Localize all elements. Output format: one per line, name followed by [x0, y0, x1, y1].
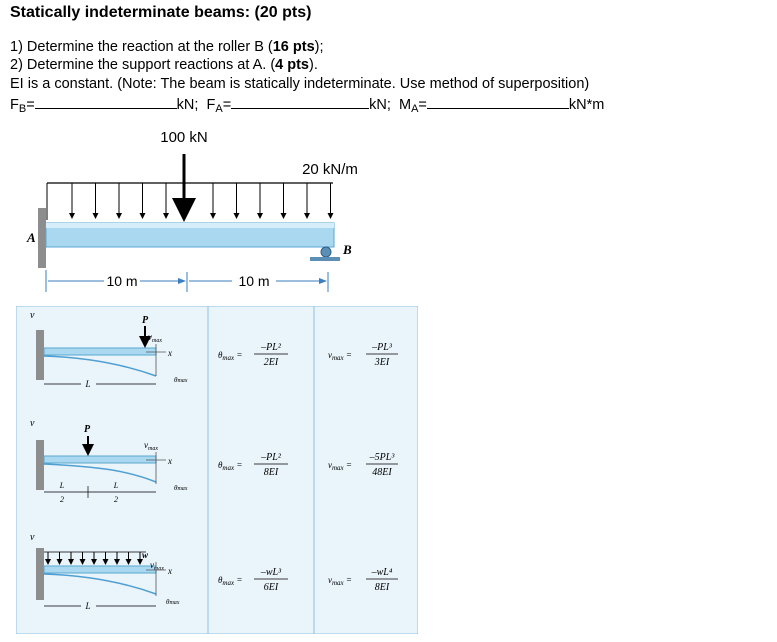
- ma-label: MA=: [398, 97, 427, 115]
- table-row: v P vmax x θmax L 2 L 2 θmax = –PL² 8EI …: [30, 418, 398, 504]
- svg-text:8EI: 8EI: [375, 582, 390, 593]
- fa-unit: kN;: [369, 97, 391, 113]
- svg-text:6EI: 6EI: [264, 582, 279, 593]
- table-row: v P vmax x θmax L θmax = –PL² 2EI vmax =…: [30, 310, 398, 389]
- svg-text:vmax: vmax: [144, 440, 158, 452]
- row1-beam: [43, 347, 157, 356]
- roller-b: [320, 246, 332, 258]
- fixed-wall: [38, 208, 46, 268]
- row3-deflected-shape: [43, 573, 157, 595]
- support-b-label: B: [342, 242, 352, 257]
- svg-text:θmax: θmax: [174, 376, 188, 384]
- svg-text:–5PL³: –5PL³: [369, 452, 396, 463]
- svg-text:θmax =: θmax =: [218, 575, 242, 587]
- svg-text:vmax =: vmax =: [328, 460, 352, 472]
- svg-text:P: P: [142, 315, 149, 326]
- svg-text:θmax =: θmax =: [218, 460, 242, 472]
- svg-text:vmax: vmax: [148, 332, 162, 344]
- dist-load-label: 20 kN/m: [302, 161, 358, 178]
- table-row: v w vmax x θmax L θmax = –wL³ 6EI vmax =…: [30, 532, 398, 611]
- ma-unit: kN*m: [568, 97, 605, 113]
- row1-deflected-shape: [43, 355, 157, 377]
- svg-text:v: v: [30, 532, 35, 543]
- span-2-label: 10 m: [238, 273, 269, 289]
- span-1-label: 10 m: [106, 273, 137, 289]
- fb-blank[interactable]: [34, 94, 177, 109]
- row3-wall: [36, 548, 44, 600]
- support-a-label: A: [26, 230, 36, 245]
- point-load-label: 100 kN: [160, 129, 208, 146]
- row2-wall: [36, 440, 44, 490]
- svg-text:w: w: [142, 550, 149, 560]
- dist-load-arrows: [46, 183, 334, 220]
- svg-text:L: L: [59, 481, 65, 490]
- question-1: 1) Determine the reaction at the roller …: [10, 39, 324, 55]
- row1-wall: [36, 330, 44, 380]
- svg-text:v: v: [30, 310, 35, 321]
- row2-beam: [43, 455, 157, 464]
- svg-text:θmax =: θmax =: [218, 350, 242, 362]
- svg-text:L: L: [84, 379, 90, 389]
- svg-text:–wL⁴: –wL⁴: [371, 567, 393, 578]
- svg-text:2: 2: [60, 495, 64, 504]
- svg-text:8EI: 8EI: [264, 467, 279, 478]
- question-2: 2) Determine the support reactions at A.…: [10, 57, 318, 73]
- note-line: EI is a constant. (Note: The beam is sta…: [10, 76, 590, 92]
- row3-beam: [43, 565, 157, 574]
- svg-text:2: 2: [114, 495, 118, 504]
- answer-line: FB= kN; FA= kN; MA= kN*m: [10, 94, 604, 118]
- svg-text:3EI: 3EI: [374, 357, 390, 368]
- fb-unit: kN;: [176, 97, 199, 113]
- problem-title: Statically indeterminate beams: (20 pts): [10, 4, 312, 21]
- svg-text:–wL³: –wL³: [260, 567, 282, 578]
- svg-text:x: x: [167, 456, 172, 466]
- row3-udl-arrows: [45, 552, 143, 565]
- ma-blank[interactable]: [426, 94, 569, 109]
- svg-text:vmax =: vmax =: [328, 350, 352, 362]
- beam-figure: 100 kN 20 kN/m A B 10 m 10 m: [26, 129, 358, 292]
- svg-text:v: v: [30, 418, 35, 429]
- svg-text:L: L: [84, 601, 90, 611]
- svg-text:2EI: 2EI: [264, 357, 279, 368]
- fa-blank[interactable]: [231, 94, 370, 109]
- fb-label: FB=: [10, 97, 35, 115]
- fa-label: FA=: [206, 97, 232, 115]
- svg-text:vmax: vmax: [150, 560, 164, 572]
- svg-text:θmax: θmax: [174, 484, 188, 492]
- svg-text:x: x: [167, 348, 172, 358]
- svg-text:P: P: [84, 424, 91, 435]
- svg-text:vmax =: vmax =: [328, 575, 352, 587]
- svg-text:θmax: θmax: [166, 598, 180, 606]
- deflection-table: v P vmax x θmax L θmax = –PL² 2EI vmax =…: [16, 306, 418, 634]
- svg-text:–PL²: –PL²: [260, 342, 282, 353]
- svg-text:–PL²: –PL²: [260, 452, 282, 463]
- row2-deflected-shape: [43, 463, 157, 483]
- svg-text:48EI: 48EI: [372, 467, 392, 478]
- svg-text:x: x: [167, 566, 172, 576]
- svg-text:L: L: [113, 481, 119, 490]
- svg-text:–PL³: –PL³: [371, 342, 393, 353]
- roller-base: [310, 257, 340, 261]
